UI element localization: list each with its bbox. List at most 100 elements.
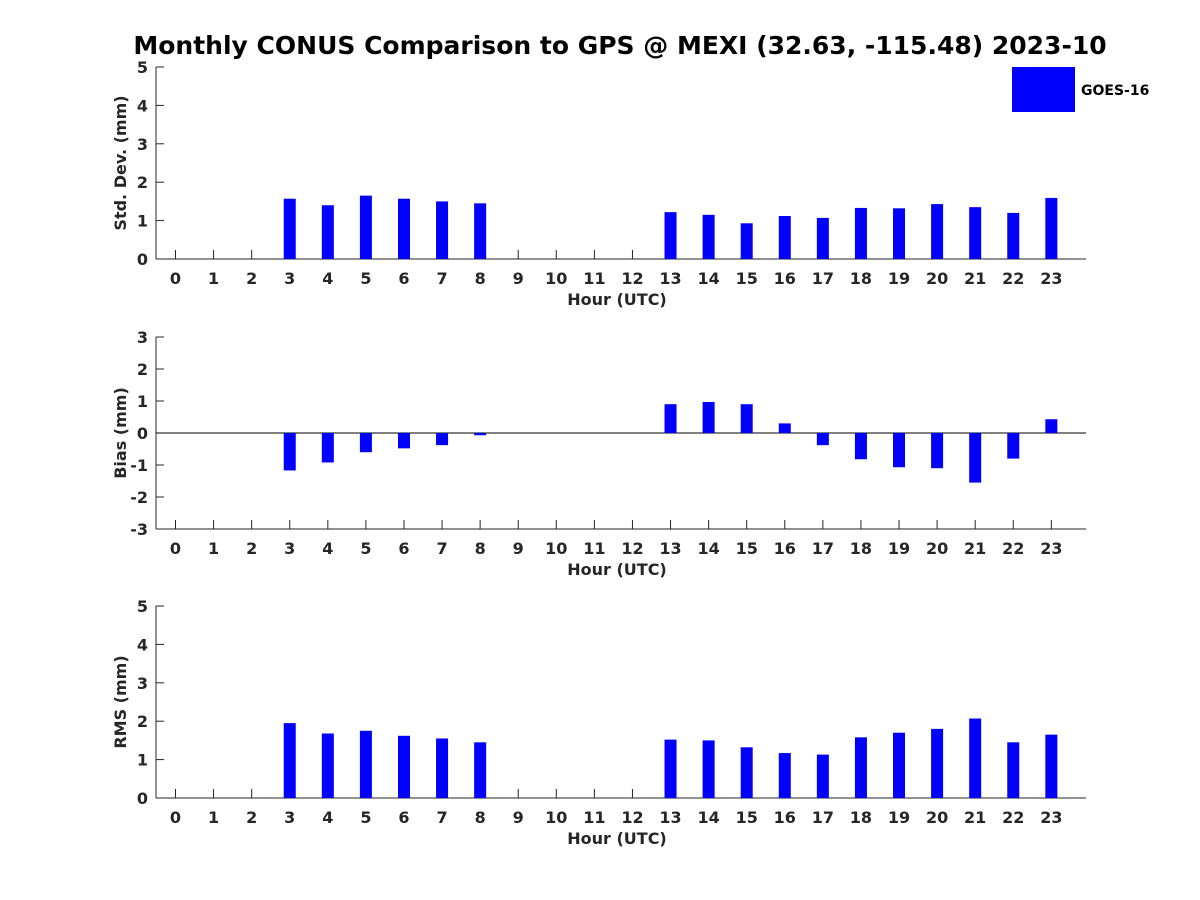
bar-hour-7 [436, 433, 449, 446]
y-tick-label: 5 [137, 597, 148, 616]
bar-hour-21 [969, 718, 982, 798]
x-axis-label: Hour (UTC) [567, 829, 667, 848]
x-tick-label: 11 [583, 539, 605, 558]
x-tick-label: 6 [398, 269, 409, 288]
bar-hour-13 [664, 404, 677, 433]
x-tick-label: 22 [1002, 539, 1024, 558]
x-tick-label: 19 [888, 539, 910, 558]
bar-hour-14 [702, 740, 715, 798]
bar-hour-5 [359, 195, 372, 259]
x-tick-label: 4 [322, 539, 333, 558]
legend: GOES-16 [1012, 67, 1149, 112]
bar-hour-7 [436, 738, 449, 798]
x-tick-label: 17 [812, 808, 834, 827]
x-tick-label: 2 [246, 269, 257, 288]
bar-hour-23 [1045, 197, 1058, 259]
x-tick-label: 14 [697, 539, 719, 558]
x-tick-label: 13 [659, 808, 681, 827]
x-tick-label: 12 [621, 808, 643, 827]
y-tick-label: 2 [137, 173, 148, 192]
y-tick-label: 1 [137, 751, 148, 770]
bar-hour-15 [740, 223, 753, 259]
x-tick-label: 5 [360, 539, 371, 558]
bar-hour-18 [854, 207, 867, 259]
x-tick-label: 7 [436, 808, 447, 827]
x-tick-label: 8 [475, 269, 486, 288]
x-tick-label: 13 [659, 269, 681, 288]
x-tick-label: 2 [246, 539, 257, 558]
x-tick-label: 17 [812, 539, 834, 558]
x-axis-label: Hour (UTC) [567, 290, 667, 309]
x-tick-label: 4 [322, 269, 333, 288]
x-tick-label: 6 [398, 808, 409, 827]
legend-label: GOES-16 [1081, 83, 1149, 99]
y-tick-label: -2 [130, 488, 148, 507]
x-tick-label: 13 [659, 539, 681, 558]
x-tick-label: 7 [436, 539, 447, 558]
x-tick-label: 16 [774, 539, 796, 558]
bar-hour-19 [893, 433, 906, 468]
y-tick-label: 3 [137, 674, 148, 693]
y-tick-label: 0 [137, 424, 148, 443]
bar-hour-3 [283, 198, 296, 259]
x-tick-label: 23 [1040, 269, 1062, 288]
x-tick-label: 19 [888, 808, 910, 827]
x-tick-label: 15 [736, 269, 758, 288]
x-tick-label: 3 [284, 539, 295, 558]
x-tick-label: 19 [888, 269, 910, 288]
x-tick-label: 11 [583, 808, 605, 827]
bar-hour-4 [321, 433, 334, 463]
x-tick-label: 9 [513, 269, 524, 288]
x-tick-label: 0 [170, 808, 181, 827]
bar-hour-14 [702, 401, 715, 433]
bar-hour-20 [931, 728, 944, 798]
x-tick-label: 16 [774, 269, 796, 288]
bar-hour-8 [474, 742, 487, 798]
y-tick-label: 2 [137, 712, 148, 731]
x-tick-label: 3 [284, 808, 295, 827]
chart-title: Monthly CONUS Comparison to GPS @ MEXI (… [133, 31, 1106, 60]
x-tick-label: 18 [850, 269, 872, 288]
x-tick-label: 20 [926, 539, 948, 558]
y-tick-label: 1 [137, 212, 148, 231]
bar-hour-13 [664, 212, 677, 259]
bar-hour-6 [397, 198, 410, 259]
bar-hour-5 [359, 730, 372, 798]
bar-hour-18 [854, 737, 867, 798]
x-tick-label: 8 [475, 539, 486, 558]
bar-hour-21 [969, 207, 982, 259]
x-tick-label: 9 [513, 808, 524, 827]
bar-hour-5 [359, 433, 372, 453]
bar-hour-6 [397, 735, 410, 798]
y-tick-label: 3 [137, 328, 148, 347]
bar-hour-6 [397, 433, 410, 449]
bar-hour-23 [1045, 734, 1058, 798]
bar-hour-15 [740, 747, 753, 798]
x-tick-label: 12 [621, 539, 643, 558]
x-tick-label: 10 [545, 269, 567, 288]
y-axis-label: Std. Dev. (mm) [111, 95, 130, 230]
bar-hour-3 [283, 723, 296, 798]
y-tick-label: 0 [137, 789, 148, 808]
y-tick-label: 1 [137, 392, 148, 411]
bar-hour-16 [778, 215, 791, 259]
x-tick-label: 6 [398, 539, 409, 558]
bar-hour-8 [474, 203, 487, 259]
legend-swatch [1012, 67, 1075, 112]
x-tick-label: 23 [1040, 808, 1062, 827]
bar-hour-3 [283, 433, 296, 471]
x-tick-label: 20 [926, 269, 948, 288]
y-tick-label: -3 [130, 520, 148, 539]
x-tick-label: 1 [208, 808, 219, 827]
x-tick-label: 3 [284, 269, 295, 288]
bar-hour-16 [778, 753, 791, 798]
x-tick-label: 18 [850, 539, 872, 558]
bar-hour-16 [778, 423, 791, 433]
x-tick-label: 1 [208, 539, 219, 558]
bar-hour-17 [816, 217, 829, 259]
y-tick-label: 5 [137, 58, 148, 77]
